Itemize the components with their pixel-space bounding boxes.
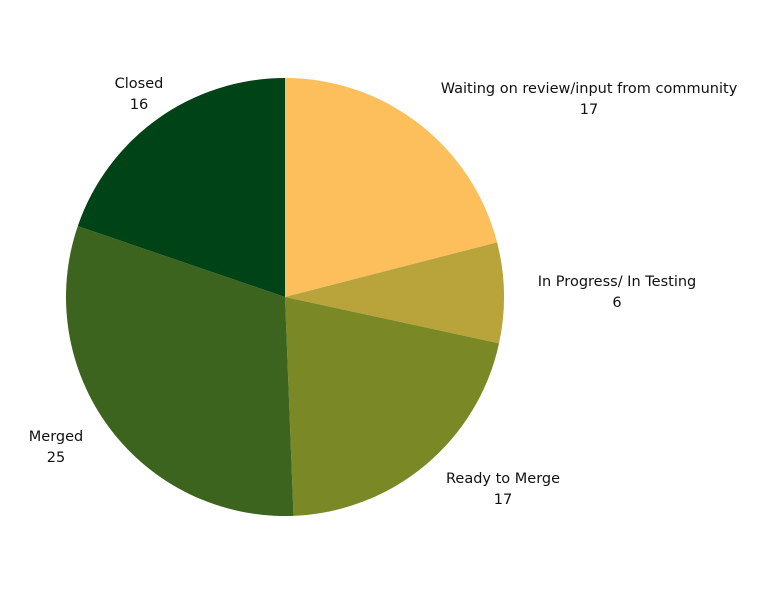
slice-value: 6 — [612, 295, 621, 311]
slice-value: 17 — [494, 492, 512, 508]
pie-slice — [285, 78, 498, 297]
slice-label: Closed — [115, 76, 164, 92]
slice-value: 17 — [580, 102, 598, 118]
slice-value: 25 — [47, 450, 65, 466]
slice-label: Waiting on review/input from community — [441, 81, 738, 97]
pie-slice — [65, 226, 294, 516]
pie-slice — [285, 297, 500, 516]
slice-label: In Progress/ In Testing — [538, 274, 697, 290]
slice-value: 16 — [130, 97, 148, 113]
slice-label: Merged — [29, 429, 83, 445]
slice-label: Ready to Merge — [446, 471, 560, 487]
pie-slice — [77, 78, 286, 297]
pie-slice — [285, 242, 504, 344]
